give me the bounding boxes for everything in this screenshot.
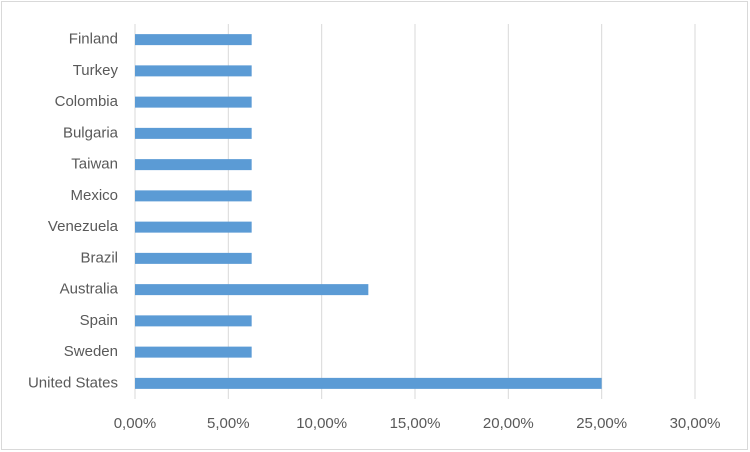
x-tick-label: 15,00% — [390, 415, 441, 432]
bar — [135, 159, 252, 171]
y-tick-label: Australia — [60, 281, 119, 298]
bar — [135, 127, 252, 139]
y-tick-label: Bulgaria — [63, 124, 119, 141]
x-tick-label: 5,00% — [207, 415, 250, 432]
x-tick-label: 0,00% — [114, 415, 157, 432]
y-tick-label: Brazil — [80, 249, 118, 266]
bar — [135, 346, 252, 358]
bar — [135, 284, 369, 296]
bar — [135, 221, 252, 233]
y-tick-label: Mexico — [70, 187, 118, 204]
x-tick-label: 25,00% — [576, 415, 627, 432]
bar — [135, 377, 602, 389]
y-tick-label: Turkey — [73, 62, 119, 79]
y-tick-label: Spain — [80, 312, 118, 329]
y-tick-label: United States — [28, 374, 118, 391]
x-tick-label: 20,00% — [483, 415, 534, 432]
y-tick-label: Colombia — [55, 93, 119, 110]
bar — [135, 252, 252, 264]
bar — [135, 190, 252, 202]
y-tick-label: Taiwan — [71, 156, 118, 173]
y-tick-label: Venezuela — [48, 218, 119, 235]
x-tick-label: 10,00% — [296, 415, 347, 432]
bar — [135, 96, 252, 108]
bar — [135, 315, 252, 327]
bar — [135, 65, 252, 77]
bar — [135, 34, 252, 46]
y-tick-label: Finland — [69, 31, 118, 48]
y-tick-label: Sweden — [64, 343, 118, 360]
x-tick-label: 30,00% — [670, 415, 721, 432]
